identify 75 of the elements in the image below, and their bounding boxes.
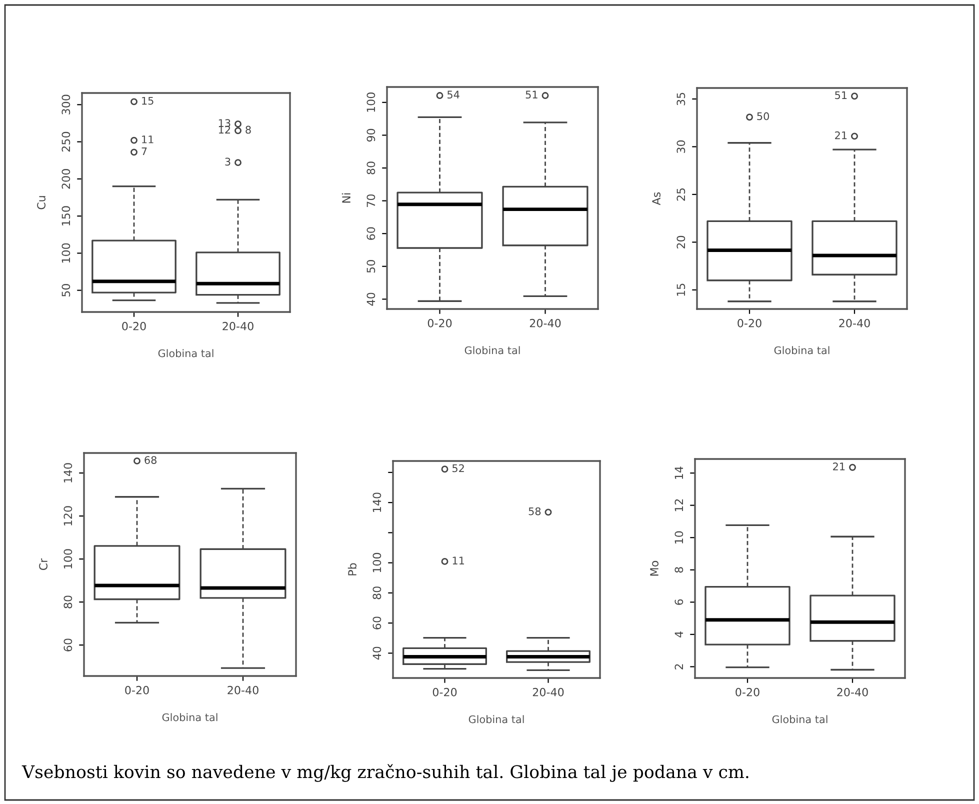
y-tick-label: 100 (372, 552, 382, 572)
x-axis-title: Globina tal (772, 715, 828, 724)
y-tick-label: 30 (676, 140, 686, 153)
y-tick-label: 20 (676, 236, 686, 248)
y-tick-label: 60 (366, 227, 376, 240)
x-tick-label: 20-40 (228, 686, 258, 694)
y-tick-label: 100 (64, 549, 72, 568)
annotation: 11 (142, 136, 154, 144)
y-tick-label: 8 (674, 567, 684, 573)
y-tick-label: 2 (674, 664, 683, 670)
y-tick-label: 80 (372, 586, 382, 600)
x-tick-label: 0-20 (736, 688, 760, 696)
y-axis-title: Cr (39, 558, 48, 570)
annotation: 51 (835, 91, 847, 100)
y-axis-title: Mo (650, 560, 658, 576)
y-tick-label: 200 (62, 169, 70, 189)
y-tick-label: 140 (372, 492, 382, 512)
y-tick-label: 60 (372, 616, 382, 630)
x-tick-label: 20-40 (532, 688, 564, 696)
y-tick-label: 100 (62, 243, 70, 263)
x-tick-label: 0-20 (122, 322, 146, 330)
y-tick-label: 15 (676, 284, 686, 296)
y-tick-label: 140 (64, 463, 72, 482)
y-tick-label: 50 (62, 284, 70, 297)
y-tick-label: 100 (366, 92, 376, 112)
y-tick-label: 12 (674, 499, 683, 512)
x-tick-label: 20-40 (222, 322, 254, 330)
annotation: 68 (144, 456, 156, 464)
y-tick-label: 250 (62, 132, 70, 152)
y-axis-title: Ni (342, 193, 350, 203)
annotation: 11 (452, 556, 464, 564)
y-tick-label: 90 (366, 128, 376, 142)
y-tick-label: 6 (674, 599, 684, 605)
x-axis-title: Globina tal (162, 713, 218, 722)
y-tick-label: 4 (674, 632, 683, 638)
y-tick-label: 60 (64, 638, 72, 652)
annotation: 3 (225, 158, 230, 166)
x-axis-title: Globina tal (468, 715, 524, 724)
annotation: 50 (757, 112, 770, 120)
annotation: 51 (526, 90, 538, 99)
annotation: 54 (448, 90, 460, 99)
y-tick-label: 70 (366, 194, 376, 207)
y-tick-label: 14 (674, 466, 683, 479)
y-tick-label: 10 (674, 531, 684, 544)
y-tick-label: 300 (62, 94, 70, 114)
x-tick-label: 20-40 (839, 318, 870, 328)
y-tick-label: 120 (64, 506, 72, 526)
x-tick-label: 0-20 (432, 688, 457, 696)
y-axis-title: Pb (348, 563, 356, 576)
annotation: 58 (528, 507, 541, 516)
text: Vsebnosti kovin so navedene v mg/kg zračno-suhih tal. Globina tal je podana v cm. (22, 764, 748, 782)
x-tick-label: 0-20 (428, 318, 452, 328)
annotation: 8 (246, 126, 251, 134)
y-tick-label: 40 (372, 646, 382, 660)
x-axis-title: Globina tal (464, 346, 520, 354)
y-tick-label: 25 (676, 188, 686, 201)
annotation: 7 (142, 147, 147, 156)
y-tick-label: 40 (366, 292, 376, 306)
x-tick-label: 20-40 (837, 688, 868, 696)
x-axis-title: Globina tal (158, 349, 214, 358)
x-tick-label: 0-20 (125, 686, 149, 694)
y-axis-title: Cu (37, 196, 46, 210)
x-tick-label: 20-40 (530, 318, 561, 328)
y-axis-title: As (652, 192, 660, 206)
y-tick-label: 150 (62, 206, 70, 226)
annotation: 52 (452, 464, 464, 472)
y-tick-label: 35 (676, 92, 686, 106)
x-tick-label: 0-20 (738, 318, 762, 328)
annotation: 21 (835, 131, 847, 140)
y-tick-label: 50 (366, 260, 376, 273)
y-tick-label: 80 (366, 162, 376, 174)
annotation: 15 (142, 96, 154, 105)
annotation: 21 (833, 462, 845, 470)
x-axis-title: Globina tal (774, 346, 830, 354)
y-tick-label: 80 (64, 596, 72, 608)
